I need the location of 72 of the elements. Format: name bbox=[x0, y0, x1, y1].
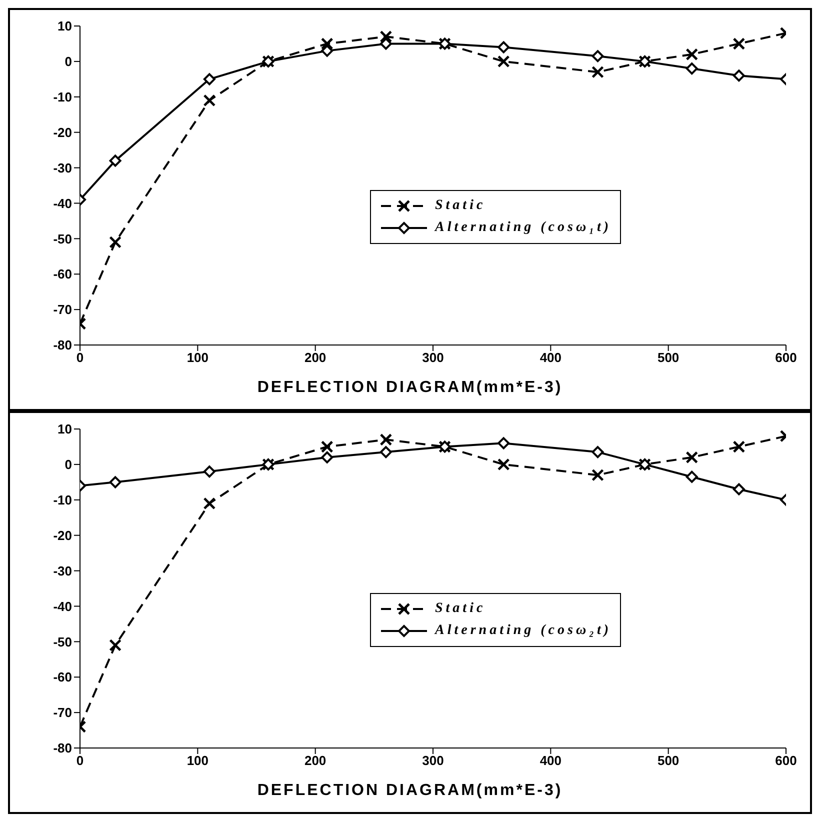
point bbox=[686, 62, 698, 75]
point bbox=[321, 451, 334, 464]
point bbox=[320, 38, 334, 50]
y-tick-label: -10 bbox=[53, 90, 72, 105]
y-tick-label: 0 bbox=[64, 457, 72, 472]
point bbox=[380, 433, 392, 446]
x-tick-label: 0 bbox=[76, 350, 84, 366]
point bbox=[203, 73, 216, 86]
y-tick-label: -60 bbox=[53, 670, 72, 685]
point bbox=[321, 44, 334, 57]
y-tick-label: -20 bbox=[53, 528, 72, 543]
y-tick-label: -80 bbox=[53, 740, 72, 756]
point bbox=[592, 66, 604, 78]
x-tick-label: 0 bbox=[76, 753, 84, 768]
y-tick-label: -10 bbox=[53, 492, 72, 508]
y-tick-label: 10 bbox=[58, 422, 72, 437]
x-tick-label: 400 bbox=[540, 753, 562, 768]
y-tick-label: -50 bbox=[53, 231, 72, 246]
y-tick-label: -20 bbox=[53, 124, 72, 140]
y-tick-label: -40 bbox=[53, 598, 72, 614]
point bbox=[686, 451, 698, 464]
x-tick-label: 100 bbox=[186, 350, 209, 366]
point bbox=[732, 483, 745, 496]
point bbox=[732, 440, 746, 453]
y-tick-label: -80 bbox=[53, 338, 72, 353]
point bbox=[109, 236, 122, 248]
point bbox=[203, 497, 216, 510]
point bbox=[498, 41, 510, 54]
x-tick-label: 400 bbox=[540, 350, 562, 366]
point bbox=[592, 50, 604, 62]
y-tick-label: -70 bbox=[53, 302, 72, 318]
y-tick-label: -30 bbox=[53, 160, 72, 176]
point bbox=[320, 440, 334, 453]
legend-label: Alternating (cosω₁t) bbox=[435, 220, 612, 236]
y-tick-label: -50 bbox=[53, 634, 72, 650]
text: DEFLECTION DIAGRAM(mm*E-3) bbox=[256, 782, 564, 800]
point bbox=[686, 48, 698, 61]
x-tick-label: 200 bbox=[304, 350, 326, 366]
y-tick-label: -70 bbox=[53, 705, 72, 720]
x-tick-label: 100 bbox=[186, 753, 209, 768]
point bbox=[498, 437, 510, 450]
x-tick-label: 300 bbox=[422, 753, 444, 768]
x-tick-label: 500 bbox=[657, 350, 680, 366]
point bbox=[592, 468, 604, 482]
y-tick-label: 10 bbox=[58, 18, 72, 34]
point bbox=[380, 446, 392, 458]
x-tick-label: 500 bbox=[657, 753, 680, 768]
point bbox=[497, 458, 510, 471]
y-tick-label: -60 bbox=[53, 266, 72, 282]
y-tick-label: 0 bbox=[64, 54, 72, 70]
legend-label: Static bbox=[435, 600, 486, 617]
point bbox=[732, 70, 745, 82]
x-tick-label: 600 bbox=[775, 753, 797, 768]
legend-label: Alternating (cosω₂t) bbox=[435, 622, 612, 639]
point bbox=[380, 30, 392, 43]
text: DEFLECTION DIAGRAM(mm*E-3) bbox=[256, 379, 564, 397]
point bbox=[109, 639, 122, 652]
point bbox=[203, 466, 216, 478]
point bbox=[109, 154, 122, 167]
y-tick-label: -40 bbox=[53, 196, 72, 211]
point bbox=[686, 470, 698, 483]
point bbox=[732, 38, 746, 50]
x-tick-label: 200 bbox=[304, 753, 326, 768]
x-tick-label: 600 bbox=[775, 350, 797, 366]
point bbox=[497, 55, 510, 68]
point bbox=[592, 446, 604, 458]
x-tick-label: 300 bbox=[422, 350, 444, 366]
legend-label: Static bbox=[435, 198, 486, 214]
point bbox=[380, 38, 392, 50]
point bbox=[203, 94, 216, 107]
y-tick-label: -30 bbox=[53, 563, 72, 578]
point bbox=[109, 476, 122, 488]
